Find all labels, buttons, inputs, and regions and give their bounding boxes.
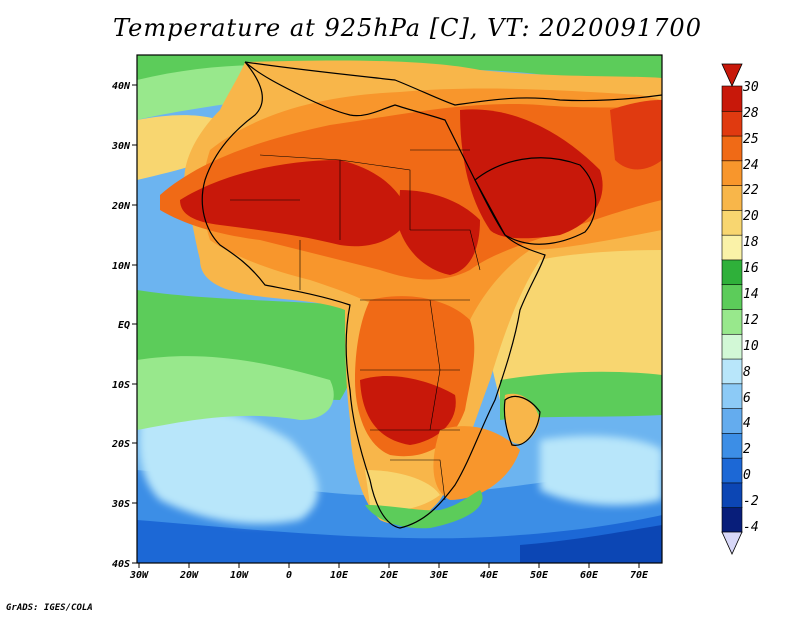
colorbar: 30 28 25 24 22 20 18 16 14 12 10 8 6 4 2… <box>721 63 759 555</box>
colorbar-segment <box>721 135 743 162</box>
lon-tick-label: 60E <box>580 570 599 581</box>
madagascar-coastline <box>503 395 541 446</box>
colorbar-under-arrow <box>721 531 743 555</box>
field-mozambique <box>433 426 520 500</box>
border-2 <box>339 159 411 230</box>
field-iran <box>610 100 662 170</box>
colorbar-segment <box>721 506 743 533</box>
colorbar-segment <box>721 457 743 484</box>
field-indian-warm <box>480 250 662 410</box>
colorbar-segment <box>721 85 743 112</box>
colorbar-label: 10 <box>743 339 759 354</box>
colorbar-label: 25 <box>743 132 759 147</box>
lat-tick-label: EQ <box>118 320 130 331</box>
country-borders <box>230 149 481 501</box>
colorbar-segment <box>721 432 743 459</box>
field-south-atlantic-light <box>139 409 319 524</box>
colorbar-segment <box>721 259 743 286</box>
field-indian-light <box>540 435 662 506</box>
lon-tick-label: 10W <box>230 570 249 581</box>
colorbar-label: 0 <box>743 468 751 483</box>
colorbar-label: 6 <box>743 391 751 406</box>
lat-axis: 40N 30N 20N 10N EQ 10S 20S 30S 40S <box>111 81 137 570</box>
colorbar-segment <box>721 308 743 335</box>
lon-tick-label: 0 <box>286 570 292 581</box>
lon-tick-label: 70E <box>630 570 649 581</box>
colorbar-segment <box>721 283 743 310</box>
colorbar-over-arrow <box>721 63 743 87</box>
arabia-coastline <box>474 157 597 245</box>
africa-coastline <box>201 61 546 529</box>
field-south-atlantic-green <box>137 356 334 430</box>
colorbar-label: 28 <box>743 106 759 121</box>
colorbar-label: -4 <box>743 520 759 535</box>
field-indian-green <box>500 371 662 420</box>
lon-tick-label: 50E <box>530 570 549 581</box>
border-8 <box>390 459 446 501</box>
lat-tick-label: 20S <box>111 439 130 450</box>
colorbar-segment <box>721 407 743 434</box>
colorbar-segment <box>721 160 743 186</box>
field-madagascar <box>504 393 540 444</box>
colorbar-label: 18 <box>743 235 759 250</box>
lat-tick-label: 40N <box>112 81 131 92</box>
colorbar-label: 4 <box>743 416 751 431</box>
lon-tick-label: 20E <box>379 570 399 581</box>
map-frame <box>136 54 663 564</box>
lon-tick-label: 30E <box>429 570 449 581</box>
field-south-coast <box>365 490 483 529</box>
field-sudan <box>398 190 480 275</box>
colorbar-segment <box>721 209 743 236</box>
lat-tick-label: 10S <box>112 380 130 391</box>
colorbar-label: 2 <box>743 442 751 457</box>
colorbar-segment <box>721 333 743 360</box>
colorbar-label: 20 <box>743 209 759 224</box>
map-title: Temperature at 925hPa [C], VT: 202009170… <box>113 14 702 42</box>
temperature-field <box>137 55 662 563</box>
colorbar-segment <box>721 184 743 211</box>
lat-tick-label: 30N <box>111 141 131 152</box>
colorbar-segment <box>721 358 743 385</box>
border-11 <box>429 299 441 431</box>
lat-tick-label: 40S <box>112 559 130 570</box>
lat-tick-label: 10N <box>112 261 131 272</box>
colorbar-label: 16 <box>743 261 759 276</box>
coastlines <box>201 61 662 529</box>
colorbar-label: 24 <box>743 158 759 173</box>
grads-credit: GrADS: IGES/COLA <box>6 603 93 613</box>
lon-axis: 30W 20W 10W 0 10E 20E 30E 40E 50E 60E 70… <box>129 563 649 581</box>
lat-tick-label: 20N <box>111 201 131 212</box>
colorbar-label: 8 <box>743 365 751 380</box>
colorbar-label: 12 <box>743 313 759 328</box>
colorbar-segment <box>721 482 743 509</box>
lon-tick-label: 30W <box>129 570 149 581</box>
colorbar-segment <box>721 110 743 137</box>
colorbar-label: -2 <box>743 494 759 509</box>
lon-tick-label: 20W <box>179 570 199 581</box>
lon-tick-label: 40E <box>480 570 499 581</box>
field-arabia <box>460 109 603 239</box>
lon-tick-label: 10E <box>330 570 349 581</box>
field-angola-zambia <box>360 375 456 445</box>
field-kalahari <box>365 470 440 511</box>
colorbar-label: 30 <box>742 80 759 95</box>
lat-tick-label: 30S <box>111 499 130 510</box>
field-sahara-west <box>180 160 410 247</box>
field-south-0 <box>520 525 662 563</box>
mediterranean-coastline <box>244 61 662 106</box>
border-4 <box>410 229 481 271</box>
colorbar-segment <box>721 383 743 409</box>
colorbar-label: 14 <box>743 287 759 302</box>
colorbar-label: 22 <box>743 183 759 198</box>
colorbar-segment <box>721 234 743 261</box>
